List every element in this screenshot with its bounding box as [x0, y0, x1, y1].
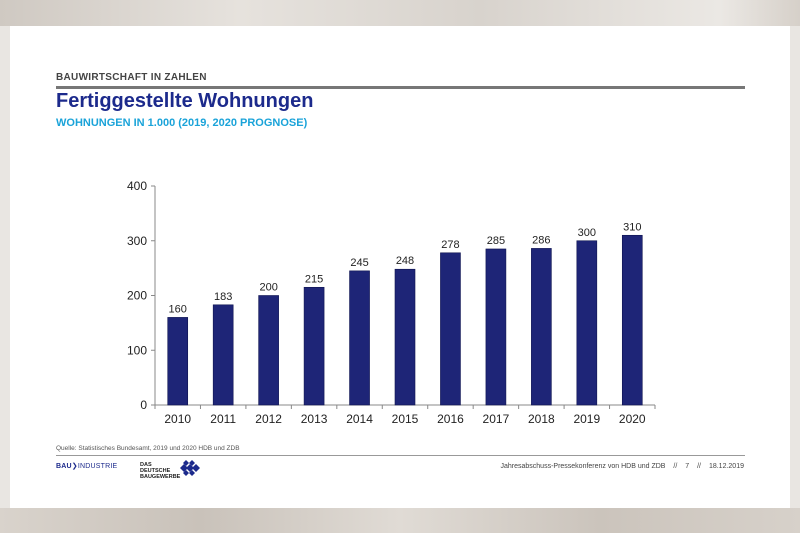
slide: BAUWIRTSCHAFT IN ZAHLEN Fertiggestellte …: [10, 26, 790, 508]
bar: [167, 317, 189, 406]
data-label: 286: [532, 234, 550, 246]
footer-rule: [56, 455, 745, 456]
data-label: 310: [623, 221, 641, 233]
bar: [531, 248, 552, 406]
source-note: Quelle: Statistisches Bundesamt, 2019 un…: [56, 445, 240, 452]
bar-chart: 0 100 200 300 400 160 2010 183 2011 200 2012 215 201…: [127, 179, 656, 426]
data-label: 215: [305, 273, 323, 285]
data-label: 200: [259, 282, 277, 294]
bar: [349, 270, 370, 406]
header-rule: [56, 86, 745, 89]
y-tick-label: 400: [127, 179, 147, 193]
bar: [394, 268, 416, 406]
data-label: 248: [396, 255, 414, 267]
x-tick-label: 2018: [528, 412, 555, 426]
footer-date: 18.12.2019: [708, 463, 744, 470]
page-number: 7: [685, 463, 690, 470]
footer-separator: //: [697, 463, 701, 470]
bar: [485, 248, 507, 406]
slide-title: Fertiggestellte Wohnungen: [56, 90, 314, 112]
x-tick-label: 2013: [301, 412, 328, 426]
section-label: BAUWIRTSCHAFT IN ZAHLEN: [56, 72, 207, 83]
x-tick-label: 2017: [483, 412, 510, 426]
y-tick-label: 0: [140, 398, 147, 412]
y-tick-label: 300: [127, 234, 147, 248]
x-tick-label: 2010: [164, 412, 191, 426]
background-bottom: [0, 508, 800, 533]
background-top: [0, 0, 800, 26]
bar: [621, 234, 643, 406]
bar: [303, 286, 325, 406]
x-tick-label: 2016: [437, 412, 464, 426]
slide-subtitle: WOHNUNGEN IN 1.000 (2019, 2020 PROGNOSE): [56, 117, 308, 129]
x-tick-label: 2011: [210, 412, 236, 426]
footer-separator: //: [673, 463, 678, 470]
data-label: 160: [169, 303, 187, 315]
x-tick-label: 2020: [619, 412, 646, 426]
data-label: 278: [441, 239, 459, 251]
bar: [576, 240, 598, 406]
bar: [212, 304, 234, 406]
baugewerbe-logo: DAS DEUTSCHE BAUGEWERBE: [140, 460, 210, 480]
logo-arrow-icon: ❯: [71, 463, 78, 470]
logo-bau-text: BAU: [56, 463, 72, 470]
x-tick-label: 2014: [346, 412, 373, 426]
bar: [258, 295, 279, 406]
data-label: 300: [578, 227, 596, 239]
bar: [440, 252, 461, 406]
footer-text: Jahresabschuss-Pressekonferenz von HDB u…: [494, 463, 744, 470]
x-tick-label: 2019: [573, 412, 600, 426]
logo-baugewerbe-text: DAS DEUTSCHE BAUGEWERBE: [140, 462, 181, 480]
data-label: 285: [487, 235, 505, 247]
y-tick-label: 100: [127, 343, 147, 357]
bauindustrie-logo: BAU❯INDUSTRIE: [56, 462, 117, 470]
x-tick-label: 2012: [255, 412, 282, 426]
footer-event: Jahresabschuss-Pressekonferenz von HDB u…: [500, 463, 666, 470]
data-label: 183: [214, 291, 232, 303]
data-label: 245: [350, 257, 368, 269]
logo-industrie-text: INDUSTRIE: [77, 463, 118, 470]
x-tick-label: 2015: [392, 412, 419, 426]
baugewerbe-mark-icon: [180, 460, 200, 476]
y-tick-label: 200: [127, 289, 147, 303]
